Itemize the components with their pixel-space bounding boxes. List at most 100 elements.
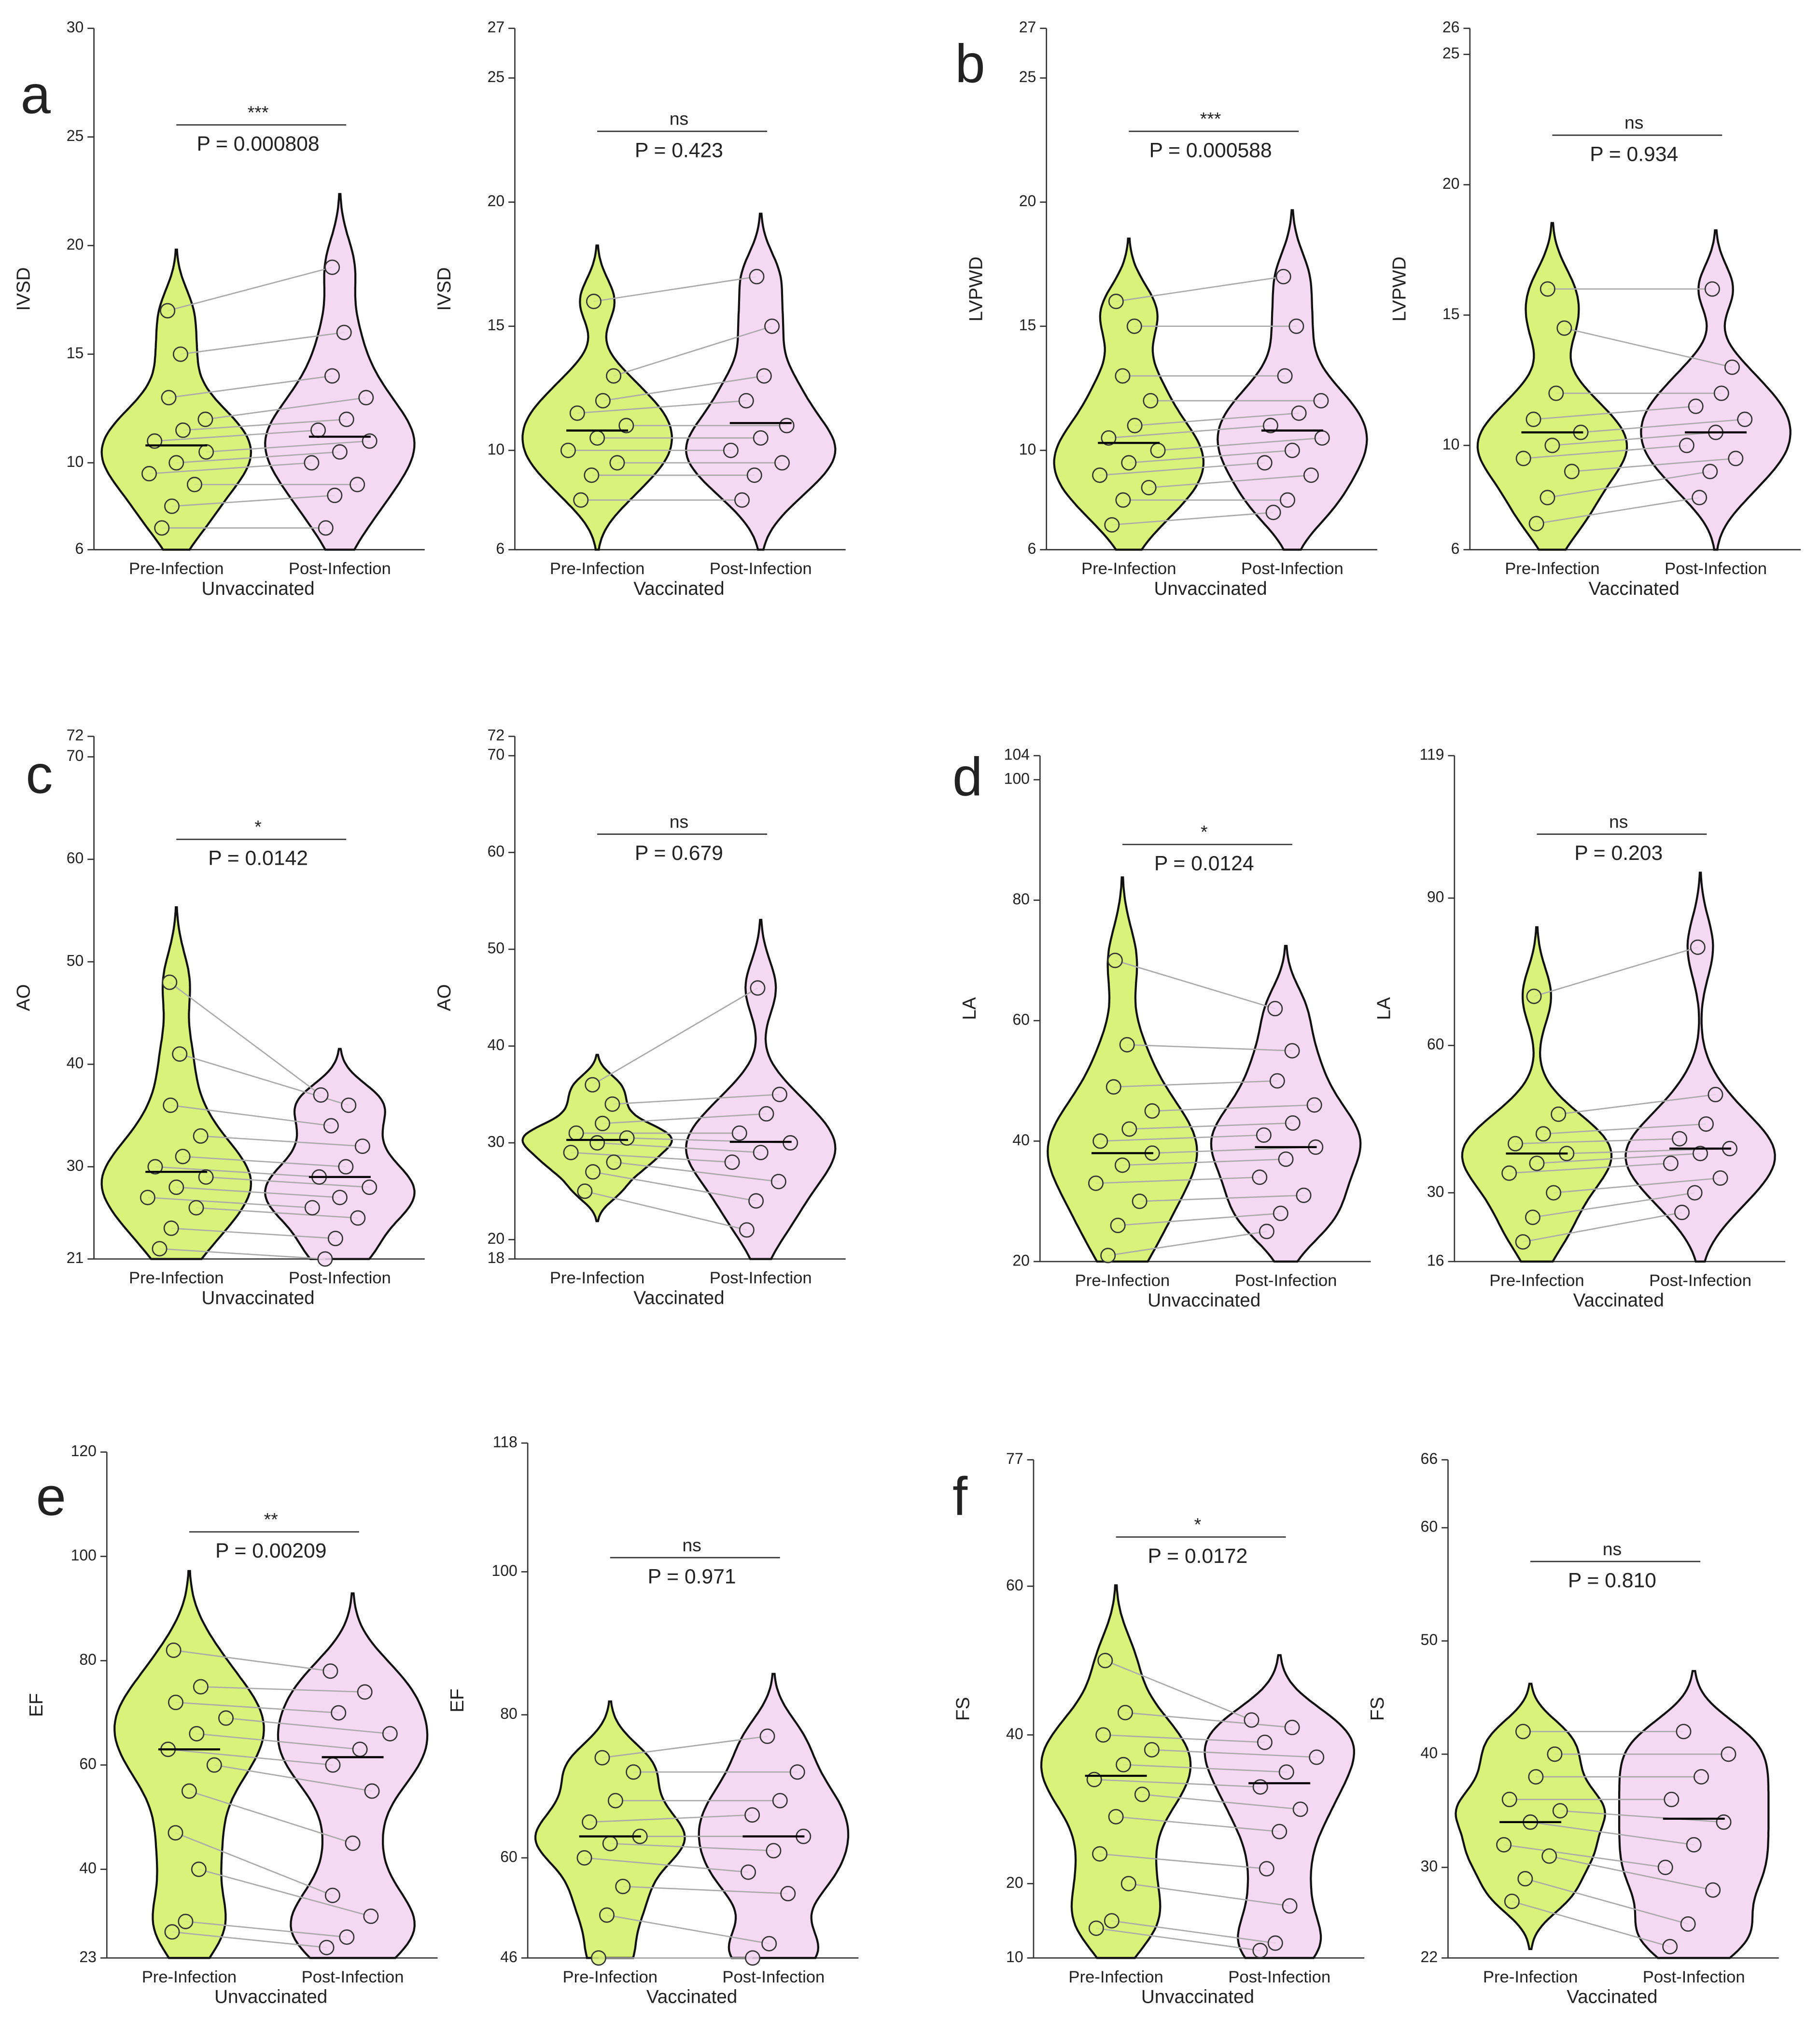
pair-line [172,1931,327,1949]
data-point [1110,1218,1126,1234]
x-tick-label: Pre-Infection [550,560,644,578]
y-tick-label: 80 [79,1651,97,1668]
x-axis-label: Vaccinated [633,1288,724,1308]
data-point [163,1220,179,1236]
data-point [324,1887,340,1903]
x-axis-label: Unvaccinated [202,578,315,599]
x-tick-label: Post-Infection [302,1968,404,1986]
pair-line [196,1733,360,1750]
data-point [350,477,365,492]
data-point [1121,1121,1137,1137]
pair-line [175,1701,339,1714]
x-tick-label: Post-Infection [722,1968,825,1986]
data-point [770,1174,786,1190]
data-point [573,492,589,508]
data-point [1501,1792,1517,1808]
data-point [362,1180,378,1195]
data-point [1548,385,1564,401]
data-point [1314,430,1330,446]
data-point [1100,1248,1116,1264]
panel-letter: a [21,65,51,125]
pair-line [1129,450,1292,464]
pair-line [1158,437,1322,451]
data-point [1705,1882,1721,1898]
y-axis-label: IVSD [434,267,455,311]
data-point [1525,1209,1540,1225]
pair-line [169,982,322,1096]
y-tick-label: 60 [79,1755,97,1772]
data-point [606,368,622,384]
x-tick-label: Post-Infection [289,560,391,578]
pair-line [185,1921,347,1938]
pair-line [205,397,366,420]
p-value: P = 0.000808 [197,132,320,155]
data-point [744,1807,760,1823]
x-axis-label: Vaccinated [1573,1290,1664,1311]
data-point [1292,1801,1308,1817]
data-point [1540,490,1555,506]
x-tick-label: Pre-Infection [563,1968,658,1986]
significance-mark: ns [682,1535,701,1555]
pair-line [1581,419,1745,433]
pair-line [592,987,758,1085]
pair-line [1530,1821,1694,1846]
data-point [357,1684,373,1700]
data-point [1104,517,1120,533]
x-tick-label: Post-Infection [710,1269,812,1287]
data-point [759,1728,775,1744]
violin [277,1592,429,1959]
data-point [1507,1136,1523,1152]
pair-line [1536,497,1700,524]
significance-mark: *** [248,102,269,122]
y-tick-label: 60 [1427,1036,1444,1053]
data-point [304,455,320,471]
x-tick-label: Pre-Infection [142,1968,237,1986]
data-point [1547,1746,1563,1762]
pair-line [1534,946,1698,997]
pair-line [577,400,746,414]
y-tick-label: 10 [1006,1948,1023,1966]
data-point [731,1125,747,1141]
y-tick-label: 46 [500,1948,518,1966]
pair-line [168,1748,333,1766]
data-point [1282,1898,1298,1914]
data-point [1535,1126,1551,1142]
data-point [341,1097,357,1113]
y-tick-label: 27 [488,18,505,36]
pair-line [1123,1764,1287,1773]
significance-mark: ns [1624,112,1643,133]
y-tick-label: 50 [488,940,505,957]
pair-line [1105,1660,1252,1721]
data-point [1303,467,1319,483]
pair-line [147,1196,312,1208]
y-axis-label: AO [434,984,455,1011]
y-tick-label: 70 [488,746,505,763]
pair-line [589,1814,753,1823]
pair-line [1094,1779,1260,1788]
pair-line [584,1857,749,1873]
pair-line [1537,1152,1701,1164]
y-tick-label: 104 [1004,746,1030,763]
y-axis-label: LA [1373,997,1394,1020]
data-point [1114,1157,1130,1173]
y-tick-label: 60 [1012,1011,1030,1028]
data-point [186,477,202,492]
y-tick-label: 40 [67,1054,84,1072]
data-point [1106,1079,1121,1095]
data-point [1552,1803,1568,1819]
data-point [1504,1894,1520,1910]
pair-line [610,1842,774,1852]
data-point [619,1130,635,1146]
pair-line [1523,445,1687,459]
x-tick-label: Pre-Infection [1068,1968,1163,1986]
data-point [1284,442,1300,458]
violin [1204,1654,1355,1959]
data-point [1687,1185,1703,1201]
data-point [753,1145,769,1161]
y-tick-label: 23 [79,1948,97,1966]
data-point [789,1764,805,1780]
y-tick-label: 22 [1421,1948,1438,1966]
data-point [1540,281,1555,297]
pair-line [1549,1855,1713,1891]
x-axis-label: Unvaccinated [1148,1290,1260,1311]
